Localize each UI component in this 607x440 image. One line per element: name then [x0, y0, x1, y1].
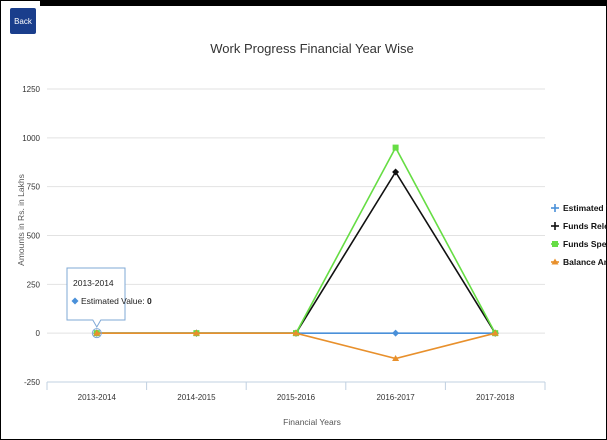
- chart-tooltip: 2013-2014 Estimated Value: 0: [66, 267, 152, 339]
- chart-legend: Estimated Value Funds Released Funds Spent…: [551, 203, 607, 267]
- data-point: [392, 144, 399, 151]
- legend-item[interactable]: Funds Released: [551, 221, 607, 231]
- legend-label: Funds Released: [563, 221, 607, 231]
- series-line: [96, 332, 496, 360]
- chart-title: Work Progress Financial Year Wise: [210, 41, 414, 56]
- y-tick-label: 1250: [22, 85, 40, 94]
- tooltip-box: [66, 267, 126, 329]
- y-tick-label: 1000: [22, 134, 40, 143]
- legend-item[interactable]: Estimated Value: [551, 203, 607, 213]
- x-axis: 2013-2014 2014-2015 2015-2016 2016-2017 2017…: [46, 381, 546, 402]
- x-tick-label: 2014-2015: [177, 393, 216, 402]
- series-layer: [93, 144, 499, 362]
- y-tick-label: 750: [27, 183, 41, 192]
- x-tick-label: 2013-2014: [78, 393, 117, 402]
- legend-marker: [552, 241, 558, 247]
- data-point: [292, 329, 300, 336]
- tooltip-value: 0: [147, 296, 152, 306]
- y-tick-label: 250: [27, 280, 41, 289]
- data-point: [392, 355, 400, 362]
- series-line: [96, 145, 496, 334]
- y-axis-title: Amounts in Rs. in Lakhs: [16, 174, 26, 266]
- series-balance-amount: [93, 329, 499, 362]
- legend-label: Balance Amount: [563, 257, 607, 267]
- tooltip-category: 2013-2014: [73, 278, 114, 288]
- tooltip-label: Estimated Value: 0: [81, 296, 152, 306]
- y-tick-label: -250: [24, 378, 41, 387]
- y-tick-label: 0: [36, 329, 41, 338]
- legend-label: Estimated Value: [563, 203, 607, 213]
- data-point: [392, 168, 400, 176]
- data-point: [192, 329, 200, 336]
- y-tick-label: 500: [27, 232, 41, 241]
- tooltip-marker: [71, 297, 79, 305]
- chart-grid: [47, 88, 545, 383]
- legend-item[interactable]: Funds Spent: [551, 239, 607, 249]
- legend-label: Funds Spent: [563, 239, 607, 249]
- data-point: [491, 329, 499, 336]
- x-tick-label: 2017-2018: [476, 393, 515, 402]
- legend-marker: [551, 258, 559, 265]
- x-axis-title: Financial Years: [283, 417, 341, 427]
- legend-item[interactable]: Balance Amount: [551, 257, 607, 267]
- data-point: [392, 329, 400, 337]
- data-point: [93, 329, 101, 336]
- hovered-point-ring: [91, 328, 102, 339]
- x-tick-label: 2016-2017: [376, 393, 415, 402]
- back-button[interactable]: Back: [10, 8, 36, 34]
- x-tick-label: 2015-2016: [277, 393, 316, 402]
- series-funds-released: [93, 168, 499, 337]
- series-line: [96, 170, 496, 334]
- y-axis-ticks: -250 0 250 500 750 1000 1250: [22, 85, 40, 387]
- top-header-band: [40, 0, 607, 6]
